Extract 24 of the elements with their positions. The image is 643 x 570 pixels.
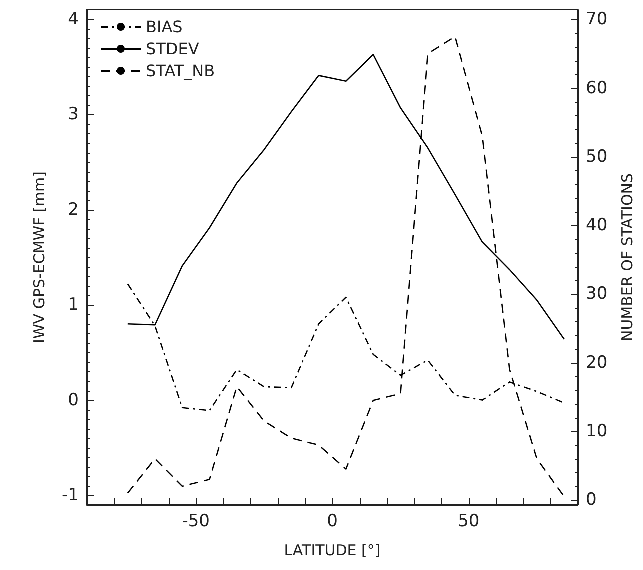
y2-tick-label: 10: [586, 422, 608, 442]
y-tick-label: 4: [68, 10, 79, 30]
y2-tick-label: 0: [586, 490, 597, 510]
line-series: [127, 36, 566, 498]
legend-label: BIAS: [146, 18, 183, 36]
y-tick-label: 1: [68, 295, 79, 316]
y-tick-label: 3: [68, 104, 79, 125]
x-tick-label: -50: [182, 512, 210, 532]
y2-tick-label: 70: [586, 10, 608, 30]
y-tick-label: 2: [68, 200, 79, 220]
x-tick-label: 0: [327, 512, 338, 532]
y-axis-title: IWV GPS-ECMWF [mm]: [30, 172, 48, 344]
y2-tick-label: 50: [586, 146, 608, 167]
legend-label: STDEV: [146, 40, 200, 58]
y2-tick-label: 40: [586, 216, 608, 236]
y2-axis-title: NUMBER OF STATIONS: [618, 173, 636, 342]
y-tick-label: 0: [68, 390, 79, 410]
x-axis-title: LATITUDE [°]: [284, 542, 381, 560]
y2-tick-label: 60: [586, 78, 608, 98]
y-tick-label: -1: [62, 485, 79, 506]
y2-tick-label: 20: [586, 352, 608, 373]
y2-tick-label: 30: [586, 284, 608, 304]
x-tick-label: 50: [458, 512, 480, 532]
legend-label: STAT_NB: [146, 62, 216, 80]
